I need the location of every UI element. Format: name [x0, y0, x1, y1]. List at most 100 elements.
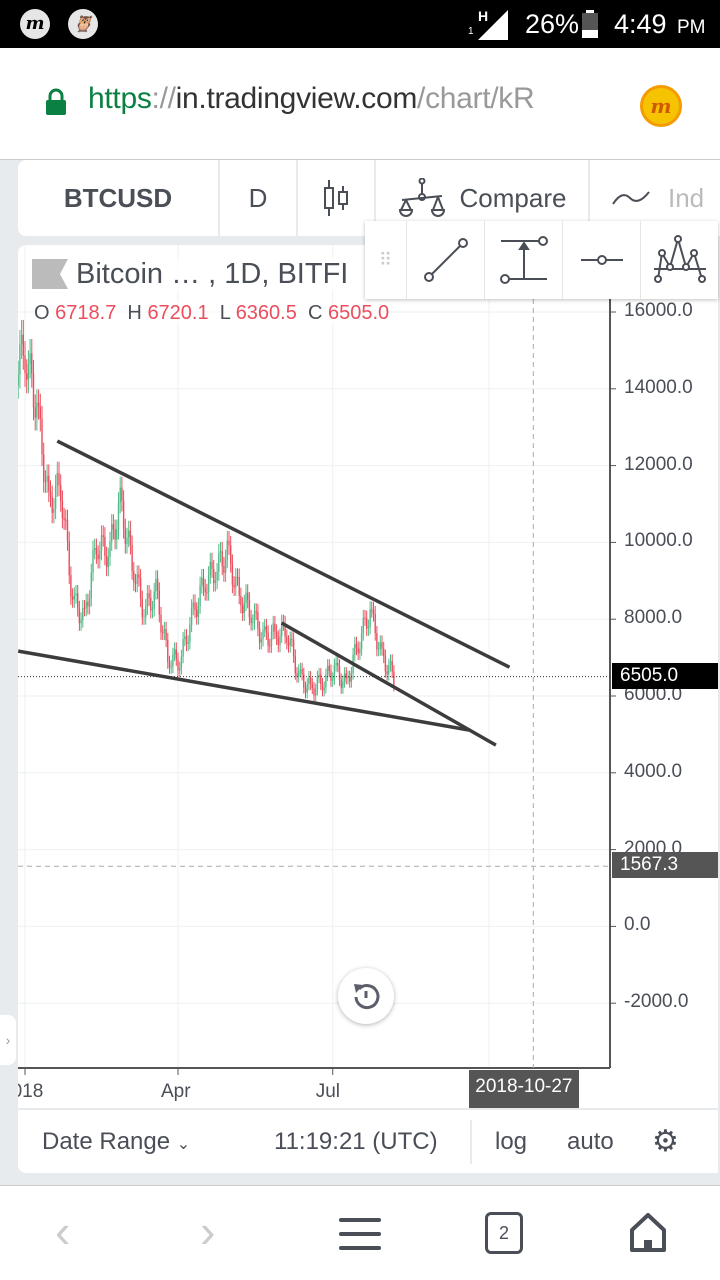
candle-body [22, 334, 24, 356]
candle-body [296, 673, 298, 677]
candle-body [238, 577, 240, 596]
sim-indicator: 1 [468, 26, 474, 37]
candle-body [270, 632, 273, 646]
interval-button[interactable]: D [220, 160, 296, 236]
symbol-label: BTCUSD [63, 182, 173, 213]
gear-icon[interactable]: ⚙ [652, 1125, 679, 1158]
candle-body [162, 632, 164, 634]
horizontal-ray-tool[interactable] [563, 221, 641, 299]
candle-body [51, 496, 53, 513]
candle-body [146, 593, 149, 608]
trend-line [18, 649, 470, 732]
reset-chart-button[interactable] [338, 968, 394, 1024]
owl-notification-icon: 🦉 [68, 9, 98, 39]
candle-body [117, 502, 120, 530]
candle-body [60, 485, 62, 501]
candle-body [313, 688, 315, 696]
candle-body [248, 600, 251, 618]
signal-icon [478, 10, 508, 40]
candle-body [349, 676, 351, 682]
chart-panel[interactable]: Bitcoin … , 1D, BITFI O 6718.7 H 6720.1 … [18, 245, 718, 1173]
compare-label: Compare [459, 182, 567, 213]
side-panel-toggle[interactable]: › [0, 1015, 16, 1065]
price-chart[interactable] [18, 245, 718, 1173]
url-host: in.tradingview.com [175, 82, 418, 115]
candle-body [328, 665, 330, 671]
drag-handle-icon[interactable]: ⠿ [365, 221, 407, 299]
candle-body [277, 637, 279, 646]
pattern-tool[interactable] [641, 221, 718, 299]
candle-body [37, 402, 40, 407]
candle-body [335, 662, 337, 666]
candle-body [357, 648, 359, 654]
candle-body [63, 518, 65, 520]
auto-scale-toggle[interactable]: auto [567, 1128, 614, 1155]
candle-body [315, 689, 317, 696]
candle-body [330, 670, 332, 681]
price-tick-label: 4000.0 [624, 760, 683, 782]
candle-body [177, 659, 179, 671]
flag-icon [32, 259, 68, 289]
candle-body [383, 648, 385, 657]
chart-legend-title: Bitcoin … , 1D, BITFI [18, 257, 349, 291]
candle-body [131, 544, 133, 571]
open-value: 6718.7 [55, 302, 117, 324]
crosshair-price-label: 1567.3 [612, 852, 718, 879]
candle-body [97, 554, 99, 560]
browser-url-bar[interactable]: https://in.tradingview.com/chart/kR m [0, 48, 720, 160]
candle-body [284, 623, 286, 637]
symbol-button[interactable]: BTCUSD [18, 160, 218, 236]
candle-body [151, 608, 154, 611]
indicator-wave-icon [612, 191, 650, 205]
candle-body [88, 598, 91, 607]
clock-ampm: PM [677, 17, 706, 38]
candle-body [83, 607, 86, 609]
candle-body [153, 591, 155, 609]
candle-body [112, 524, 115, 530]
candle-body [24, 355, 26, 374]
url-text[interactable]: https://in.tradingview.com/chart/kR [88, 82, 535, 116]
forward-button[interactable]: › [200, 1205, 216, 1257]
candle-body [179, 668, 181, 671]
candle-body [316, 676, 319, 690]
back-button[interactable]: ‹ [55, 1205, 71, 1257]
candle-body [90, 572, 92, 599]
candle-body [122, 500, 125, 529]
candle-body [274, 623, 276, 632]
candle-body [350, 673, 353, 682]
price-range-tool[interactable] [485, 221, 563, 299]
candle-body [19, 344, 21, 375]
candle-body [158, 590, 160, 615]
candle-body [337, 662, 339, 666]
candle-body [292, 639, 295, 657]
candle-body [49, 491, 52, 497]
tabs-button[interactable]: 2 [485, 1212, 523, 1254]
browser-nav-bar: ‹ › 2 [0, 1185, 720, 1280]
candle-body [333, 665, 336, 679]
candle-body [70, 575, 72, 597]
home-icon[interactable] [628, 1212, 668, 1254]
candle-body [253, 611, 256, 623]
close-label: C [307, 302, 323, 324]
date-range-label: Date Range [42, 1128, 171, 1155]
log-scale-toggle[interactable]: log [495, 1128, 528, 1155]
candle-body [119, 487, 121, 503]
candle-body [326, 665, 329, 675]
candle-body [257, 612, 259, 629]
chart-type-button[interactable] [298, 160, 374, 236]
menu-icon[interactable] [338, 1214, 382, 1254]
candle-body [75, 593, 77, 596]
candle-body [303, 674, 305, 688]
candle-body [173, 649, 176, 655]
date-range-button[interactable]: Date Range ⌄ [42, 1128, 190, 1156]
candle-body [218, 553, 220, 572]
low-label: L [219, 302, 231, 324]
compare-button[interactable]: Compare [376, 160, 588, 236]
candle-body [381, 642, 383, 649]
candle-body [111, 524, 113, 542]
extension-icon[interactable]: m [640, 85, 682, 127]
low-value: 6360.5 [235, 302, 297, 324]
utc-clock[interactable]: 11:19:21 (UTC) [274, 1128, 438, 1155]
candle-body [114, 529, 116, 540]
trend-line-tool[interactable] [407, 221, 485, 299]
